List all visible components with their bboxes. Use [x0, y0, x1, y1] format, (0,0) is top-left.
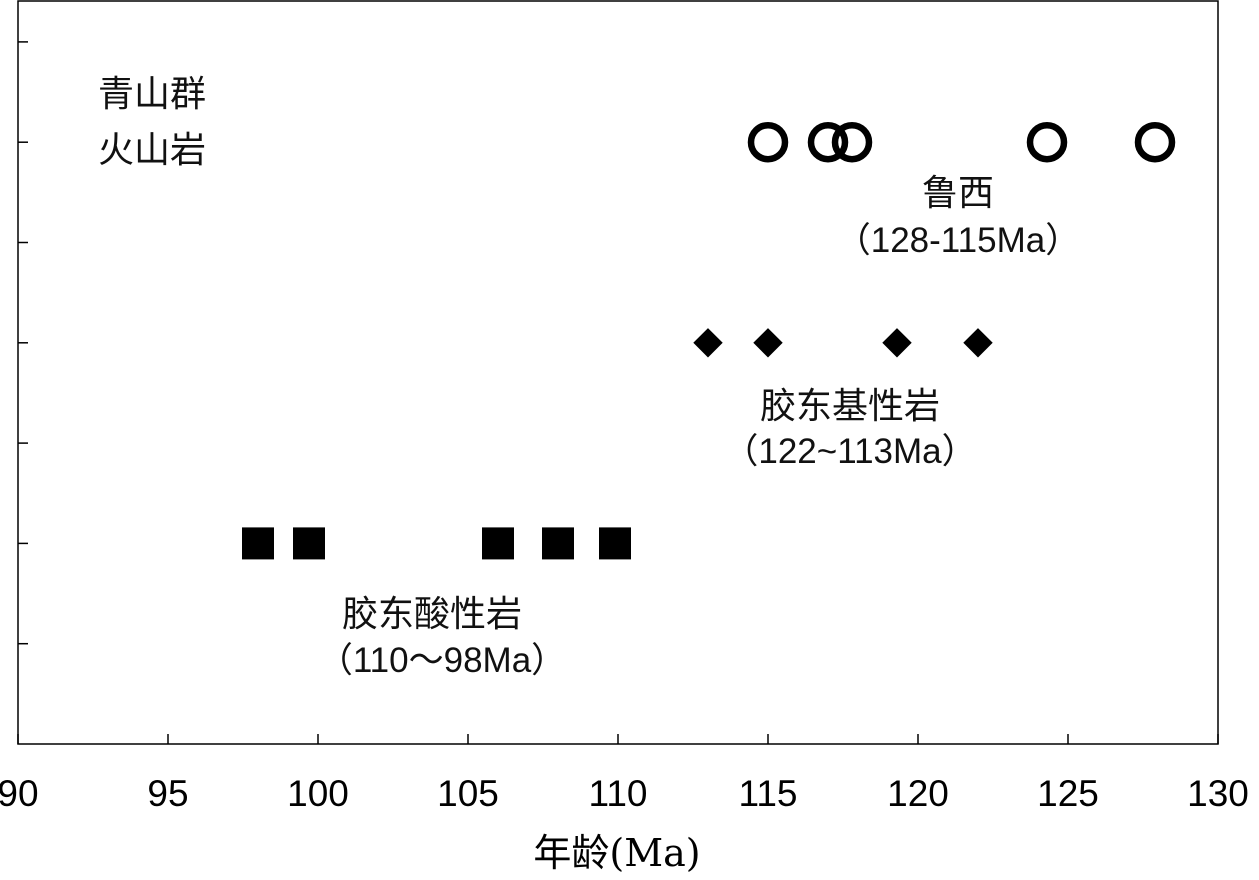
point-open-circle — [831, 121, 873, 163]
point-diamond — [753, 328, 783, 358]
jiaodong-acid-range-label: （110～98Ma） — [318, 641, 566, 680]
x-tick-label: 110 — [589, 773, 648, 814]
luxi-label: 鲁西 — [922, 173, 994, 214]
markers — [242, 121, 1176, 560]
jiaodong-basic-label: 胶东基性岩 — [760, 386, 940, 427]
point-diamond — [963, 328, 993, 358]
point-diamond — [693, 328, 723, 358]
point-square — [293, 527, 325, 560]
point-square — [242, 527, 274, 560]
point-square — [542, 527, 574, 560]
point-open-circle — [1134, 121, 1176, 163]
x-tick-label: 105 — [437, 773, 499, 814]
jiaodong-basic-range-label: （122~113Ma） — [723, 432, 976, 471]
x-tick-label: 100 — [287, 773, 349, 814]
jiaodong-acid-label: 胶东酸性岩 — [342, 594, 522, 635]
x-ticks: 90 95 100 105 110 115 120 125 130 — [0, 734, 1249, 814]
x-tick-label: 120 — [887, 773, 949, 814]
y-ticks — [18, 41, 28, 645]
x-axis-label: 年龄(Ma) — [533, 831, 700, 875]
x-tick-label: 125 — [1037, 773, 1099, 814]
point-open-circle — [807, 121, 849, 163]
corner-label-line1: 青山群 — [98, 74, 206, 115]
point-square — [599, 527, 631, 560]
x-tick-label: 130 — [1187, 773, 1249, 814]
x-tick-label: 115 — [739, 773, 798, 814]
point-open-circle — [747, 121, 789, 163]
luxi-range-label: （128-115Ma） — [836, 221, 1080, 260]
point-diamond — [882, 328, 912, 358]
corner-label-line2: 火山岩 — [98, 130, 206, 171]
x-tick-label: 90 — [0, 773, 39, 814]
x-tick-label: 95 — [147, 773, 188, 814]
point-open-circle — [1026, 121, 1068, 163]
point-square — [482, 527, 514, 560]
